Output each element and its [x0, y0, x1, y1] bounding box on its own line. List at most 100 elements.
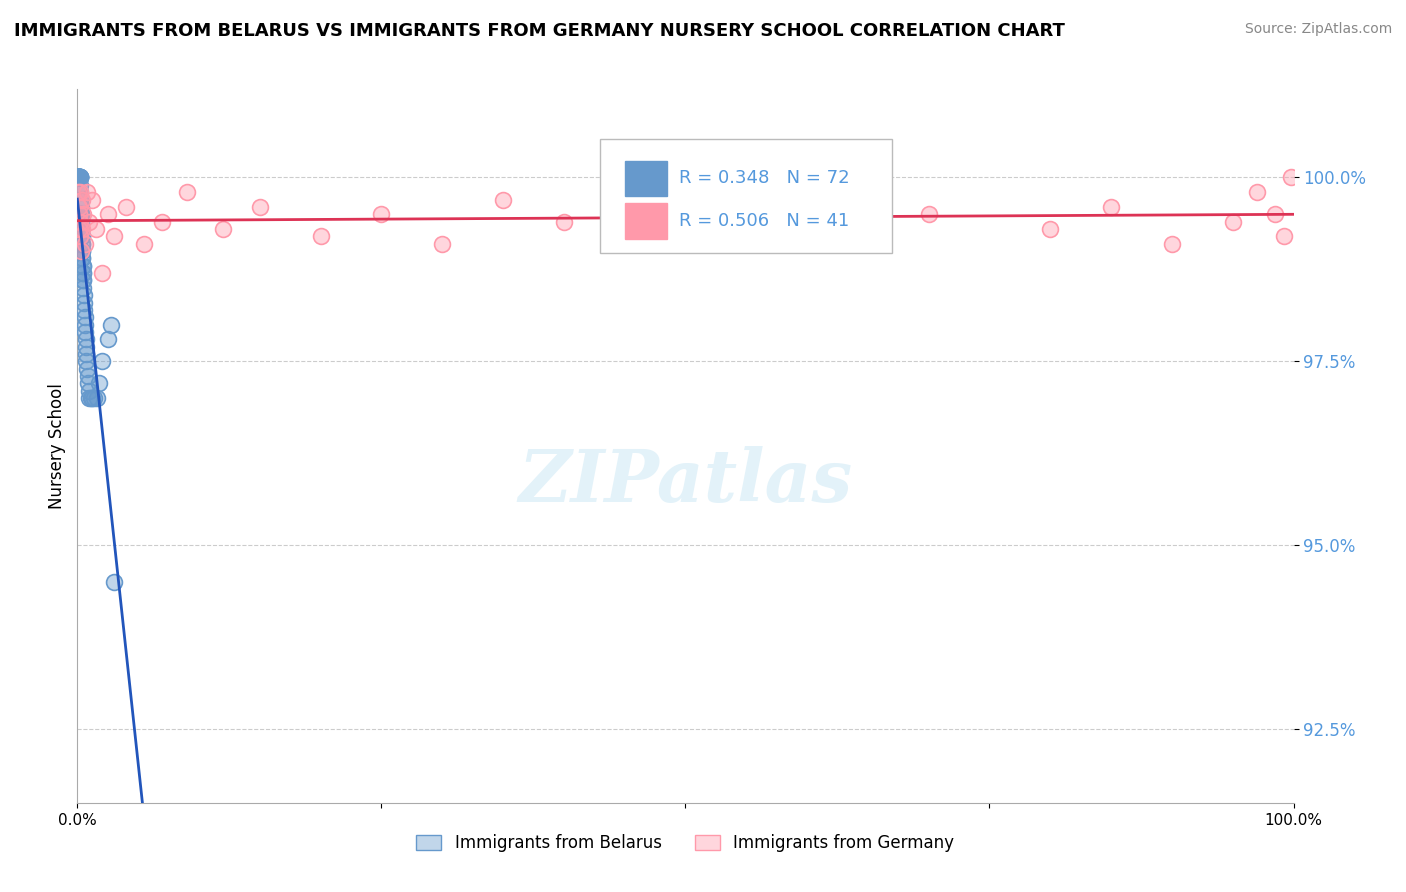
Point: [70, 222, 93, 236]
Text: IMMIGRANTS FROM BELARUS VS IMMIGRANTS FROM GERMANY NURSERY SCHOOL CORRELATION CH: IMMIGRANTS FROM BELARUS VS IMMIGRANTS FR…: [14, 22, 1064, 40]
Point: [72, 259, 94, 273]
Point: [1222, 214, 1244, 228]
Point: [89, 376, 111, 391]
Y-axis label: Nursery School: Nursery School: [48, 383, 66, 509]
Point: [66, 170, 89, 185]
Point: [66, 170, 89, 185]
Point: [176, 185, 198, 199]
Point: [67, 170, 90, 185]
Point: [76, 361, 98, 376]
Point: [492, 193, 515, 207]
Point: [80, 391, 103, 405]
Point: [73, 236, 96, 251]
Point: [70, 229, 93, 244]
Point: [152, 214, 174, 228]
Point: [67, 185, 90, 199]
Point: [103, 575, 125, 590]
Point: [72, 207, 94, 221]
Point: [69, 170, 91, 185]
Point: [249, 200, 271, 214]
Point: [70, 222, 93, 236]
Point: [69, 207, 91, 221]
Point: [73, 318, 96, 332]
Point: [70, 207, 93, 221]
Point: [212, 222, 235, 236]
Point: [76, 185, 98, 199]
Point: [70, 207, 93, 221]
Point: [918, 207, 941, 221]
Point: [83, 391, 105, 405]
Point: [86, 391, 108, 405]
Text: R = 0.506   N = 41: R = 0.506 N = 41: [679, 212, 849, 230]
Point: [66, 170, 89, 185]
Point: [69, 170, 91, 185]
Point: [67, 222, 90, 236]
Point: [84, 222, 107, 236]
Point: [67, 170, 90, 185]
Point: [79, 391, 101, 405]
Point: [69, 200, 91, 214]
Point: [1161, 236, 1184, 251]
Bar: [624, 203, 668, 239]
Point: [1272, 229, 1295, 244]
Point: [90, 354, 112, 368]
Point: [72, 288, 94, 302]
Point: [67, 200, 90, 214]
Point: [430, 236, 453, 251]
Point: [72, 252, 94, 266]
Point: [1264, 207, 1286, 221]
Point: [309, 229, 332, 244]
Point: [77, 376, 100, 391]
Point: [67, 207, 90, 221]
Point: [69, 178, 91, 192]
Point: [134, 236, 156, 251]
Point: [67, 170, 90, 185]
Point: [97, 207, 120, 221]
Point: [69, 185, 91, 199]
Point: [70, 222, 93, 236]
Point: [75, 354, 97, 368]
Point: [79, 214, 101, 228]
Point: [69, 229, 91, 244]
Point: [73, 310, 96, 325]
Point: [72, 259, 94, 273]
Text: Source: ZipAtlas.com: Source: ZipAtlas.com: [1244, 22, 1392, 37]
Point: [69, 170, 91, 185]
Point: [70, 244, 93, 258]
Point: [115, 200, 138, 214]
Point: [675, 185, 697, 199]
Text: ZIPatlas: ZIPatlas: [519, 446, 852, 517]
Point: [1246, 185, 1268, 199]
Point: [1099, 200, 1122, 214]
Point: [75, 332, 97, 346]
Point: [72, 252, 94, 266]
Point: [67, 170, 90, 185]
Point: [70, 214, 93, 228]
Point: [77, 384, 100, 398]
Point: [72, 273, 94, 287]
Point: [70, 236, 93, 251]
Point: [67, 170, 90, 185]
Point: [80, 193, 103, 207]
Point: [75, 340, 97, 354]
Point: [553, 214, 575, 228]
Point: [1279, 170, 1302, 185]
Point: [69, 185, 91, 199]
Point: [67, 170, 90, 185]
Point: [97, 332, 120, 346]
Point: [67, 170, 90, 185]
Text: R = 0.348   N = 72: R = 0.348 N = 72: [679, 169, 851, 187]
Point: [75, 347, 97, 361]
Point: [76, 369, 98, 384]
Point: [67, 170, 90, 185]
Point: [72, 266, 94, 280]
Point: [67, 170, 90, 185]
Point: [70, 214, 93, 228]
Point: [69, 193, 91, 207]
Point: [72, 281, 94, 295]
Point: [70, 229, 93, 244]
Point: [67, 170, 90, 185]
Point: [67, 170, 90, 185]
FancyBboxPatch shape: [600, 139, 893, 253]
Point: [1039, 222, 1062, 236]
